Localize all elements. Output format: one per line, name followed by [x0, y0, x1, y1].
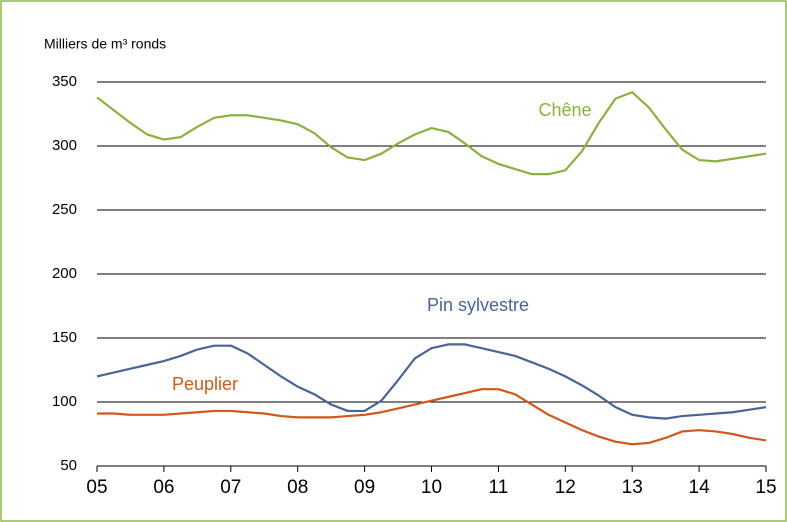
series-line [97, 388, 767, 446]
x-tick-label: 06 [153, 477, 174, 498]
y-tick-label: 300 [52, 137, 77, 154]
series-label: Peuplier [172, 374, 238, 394]
x-tick-label: 15 [755, 477, 776, 498]
y-tick-label: 50 [60, 457, 77, 474]
x-tick-label: 09 [354, 477, 375, 498]
x-tick-label: 07 [220, 477, 241, 498]
x-tick-label: 13 [622, 477, 643, 498]
y-tick-label: 100 [52, 393, 77, 410]
y-tick-label: 250 [52, 201, 77, 218]
x-tick-label: 10 [421, 477, 442, 498]
series-line [96, 91, 767, 176]
x-tick-label: 08 [287, 477, 308, 498]
series-line [96, 343, 767, 420]
x-tick-label: 05 [86, 477, 107, 498]
y-tick-label: 200 [52, 265, 77, 282]
series-label: Pin sylvestre [427, 295, 529, 315]
series-label: Chêne [538, 100, 591, 120]
x-tick-label: 11 [489, 477, 509, 498]
y-tick-label: 150 [52, 329, 77, 346]
axis-label: Milliers de m³ ronds [44, 36, 166, 52]
y-tick-label: 350 [52, 73, 77, 90]
x-tick-label: 14 [689, 477, 711, 498]
x-tick-label: 12 [555, 477, 576, 498]
